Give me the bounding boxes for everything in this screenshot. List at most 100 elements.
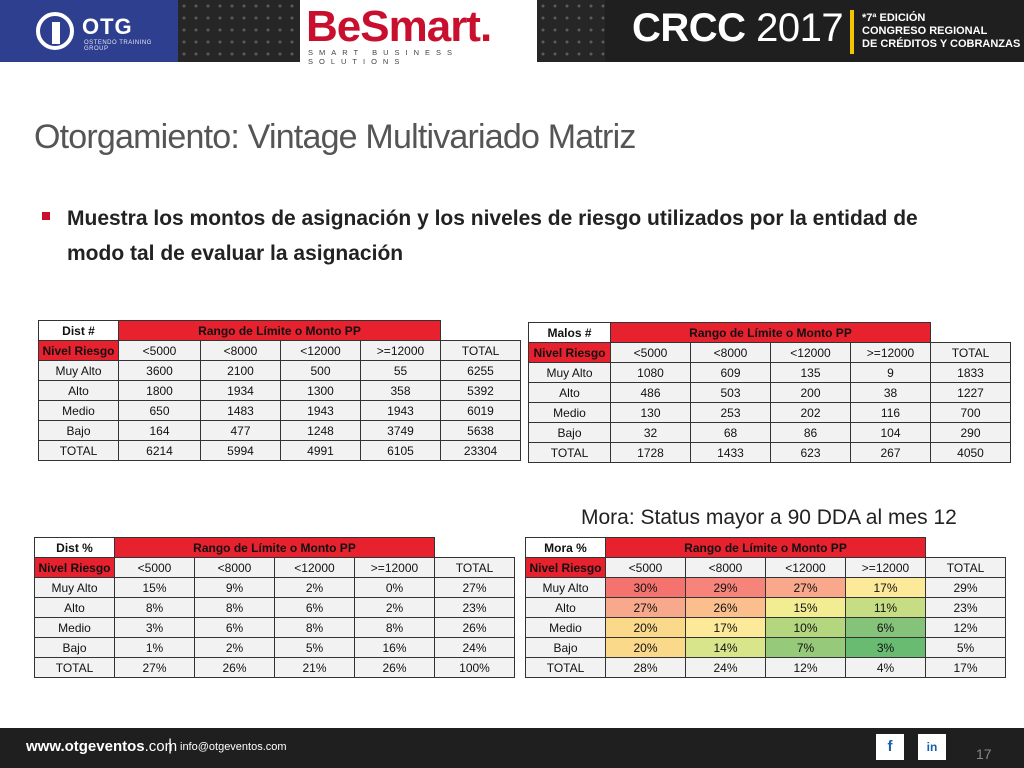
table-row: TOTAL 28% 24% 12% 4% 17% <box>525 657 1006 678</box>
table-cell: 500 <box>280 360 361 381</box>
otg-logo: OTG OSTENDO TRAINING GROUP <box>0 0 178 62</box>
table-corner-label: Dist # <box>38 320 119 341</box>
table-cell: 609 <box>690 362 771 383</box>
row-label: TOTAL <box>528 442 611 463</box>
table-cell: 8% <box>194 597 275 618</box>
column-header: <8000 <box>685 557 766 578</box>
table-cell: 26% <box>194 657 275 678</box>
table-cell: 358 <box>360 380 441 401</box>
table-cell: 202 <box>770 402 851 423</box>
table-header-row: Malos # Rango de Límite o Monto PP <box>528 322 1011 343</box>
table-header-row: Dist # Rango de Límite o Monto PP <box>38 320 521 341</box>
table-cell: 3% <box>845 637 926 658</box>
table-cell: 1833 <box>930 362 1011 383</box>
empty-cell <box>926 538 1006 558</box>
table-cell: 6% <box>274 597 355 618</box>
table-corner-label: Dist % <box>34 537 115 558</box>
table-cell: 1800 <box>118 380 201 401</box>
row-label: Bajo <box>525 637 606 658</box>
table-cell: 650 <box>118 400 201 421</box>
table-cell: 3600 <box>118 360 201 381</box>
table-cell: 27% <box>434 577 515 598</box>
table-cell: 23304 <box>440 440 521 461</box>
table-row: Alto 27% 26% 15% 11% 23% <box>525 597 1006 618</box>
table-cell: 6255 <box>440 360 521 381</box>
table-cell: 100% <box>434 657 515 678</box>
footer-site-tld: .com <box>144 738 178 755</box>
table-dist-percent: Dist % Rango de Límite o Monto PP Nivel Ri… <box>34 537 515 678</box>
column-header: TOTAL <box>930 342 1011 363</box>
table-cell: 5994 <box>200 440 281 461</box>
table-row: Muy Alto 15% 9% 2% 0% 27% <box>34 577 515 598</box>
table-cell: 15% <box>114 577 195 598</box>
table-cell: 29% <box>925 577 1006 598</box>
column-header: <5000 <box>118 340 201 361</box>
table-mora-percent: Mora % Rango de Límite o Monto PP Nivel Ri… <box>525 537 1006 678</box>
edicion-line: *7ª EDICIÓN <box>862 12 926 24</box>
table-cell: 12% <box>765 657 846 678</box>
row-label: Alto <box>38 380 119 401</box>
nivel-riesgo-header: Nivel Riesgo <box>34 557 115 578</box>
table-cell: 15% <box>765 597 846 618</box>
divider <box>850 10 854 54</box>
table-row: TOTAL 27% 26% 21% 26% 100% <box>34 657 515 678</box>
nivel-riesgo-header: Nivel Riesgo <box>525 557 606 578</box>
facebook-icon[interactable]: f <box>876 734 904 760</box>
footer: www.otgeventos.com | info@otgeventos.com <box>0 728 1024 768</box>
table-cell: 6019 <box>440 400 521 421</box>
table-column-row: Nivel Riesgo <5000 <8000 <12000 >=12000 TOTAL <box>38 340 521 361</box>
dot-pattern <box>178 0 300 62</box>
table-cell: 5638 <box>440 420 521 441</box>
table-cell: 26% <box>434 617 515 638</box>
table-cell: 32 <box>610 422 691 443</box>
table-cell: 12% <box>925 617 1006 638</box>
table-cell: 5% <box>274 637 355 658</box>
table-cell: 14% <box>685 637 766 658</box>
column-header: >=12000 <box>354 557 435 578</box>
row-label: Muy Alto <box>525 577 606 598</box>
otg-logo-icon <box>36 12 74 50</box>
linkedin-icon[interactable]: in <box>918 734 946 760</box>
table-cell: 130 <box>610 402 691 423</box>
table-corner-label: Mora % <box>525 537 606 558</box>
footer-website[interactable]: www.otgeventos.com <box>26 738 177 755</box>
column-header: <12000 <box>280 340 361 361</box>
table-cell: 4% <box>845 657 926 678</box>
besmart-name: BeSmart. <box>306 2 492 51</box>
otg-subtitle: OSTENDO TRAINING GROUP <box>84 40 152 52</box>
column-header: <8000 <box>690 342 771 363</box>
column-header: TOTAL <box>440 340 521 361</box>
table-cell: 17% <box>925 657 1006 678</box>
column-header: <5000 <box>114 557 195 578</box>
table-cell: 135 <box>770 362 851 383</box>
table-header-row: Mora % Rango de Límite o Monto PP <box>525 537 1006 558</box>
footer-email[interactable]: info@otgeventos.com <box>180 741 287 753</box>
table-cell: 1943 <box>280 400 361 421</box>
table-cell: 8% <box>274 617 355 638</box>
table-cell: 8% <box>354 617 435 638</box>
table-cell: 6105 <box>360 440 441 461</box>
table-cell: 7% <box>765 637 846 658</box>
table-row: Medio 650 1483 1943 1943 6019 <box>38 400 521 421</box>
table-cell: 477 <box>200 420 281 441</box>
table-cell: 11% <box>845 597 926 618</box>
table-cell: 700 <box>930 402 1011 423</box>
table-malos-count: Malos # Rango de Límite o Monto PP Nivel R… <box>528 322 1011 463</box>
row-label: Bajo <box>38 420 119 441</box>
table-cell: 27% <box>605 597 686 618</box>
empty-cell <box>931 323 1011 343</box>
edicion-line: CONGRESO REGIONAL <box>862 25 988 37</box>
table-row: Medio 3% 6% 8% 8% 26% <box>34 617 515 638</box>
column-header: >=12000 <box>360 340 441 361</box>
table-header-row: Dist % Rango de Límite o Monto PP <box>34 537 515 558</box>
rango-header: Rango de Límite o Monto PP <box>118 320 441 341</box>
empty-cell <box>441 321 521 341</box>
column-header: TOTAL <box>434 557 515 578</box>
table-cell: 2100 <box>200 360 281 381</box>
row-label: Medio <box>525 617 606 638</box>
table-cell: 38 <box>850 382 931 403</box>
table-cell: 1483 <box>200 400 281 421</box>
page-number: 17 <box>976 746 992 762</box>
column-header: <12000 <box>274 557 355 578</box>
table-cell: 17% <box>685 617 766 638</box>
